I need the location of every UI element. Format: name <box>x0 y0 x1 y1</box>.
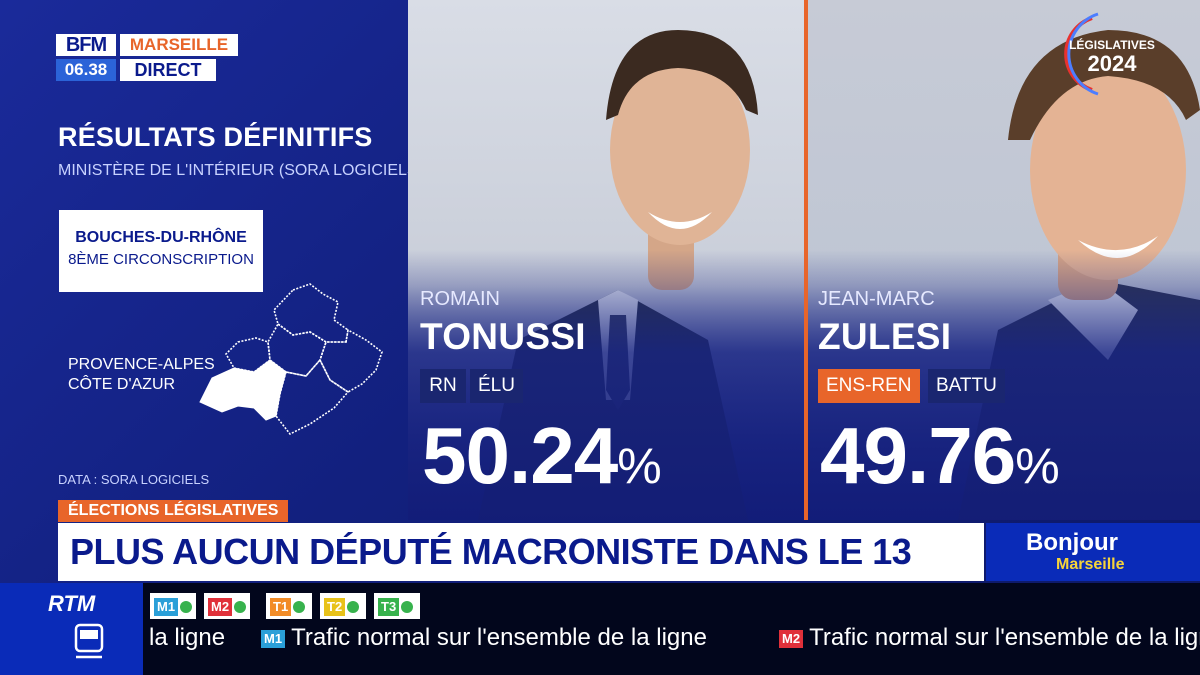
ticker-line-tag: M2 <box>779 629 804 648</box>
show-title: Bonjour <box>1026 529 1118 556</box>
channel-city: MARSEILLE <box>120 34 238 56</box>
candidate-divider <box>804 0 808 520</box>
percent-value: 49.76 <box>820 411 1016 500</box>
party-badge: ENS-REN <box>818 369 920 403</box>
ticker-line-tag: M1 <box>261 629 286 648</box>
status-ok-icon <box>293 601 306 614</box>
candidate-last-name: ZULESI <box>818 316 952 357</box>
status-badge: BATTU <box>928 369 1005 403</box>
status-badge: ÉLU <box>470 369 523 403</box>
status-ok-icon <box>347 601 360 614</box>
status-ok-icon <box>180 601 193 614</box>
party-badge: RN <box>420 369 466 403</box>
percent-value: 50.24 <box>422 411 618 500</box>
line-code: M2 <box>208 598 233 616</box>
headline: PLUS AUCUN DÉPUTÉ MACRONISTE DANS LE 13 <box>70 531 912 572</box>
headline-bar: PLUS AUCUN DÉPUTÉ MACRONISTE DANS LE 13 <box>58 523 984 581</box>
candidate-card-1: ROMAIN TONUSSI RN ÉLU 50.24% <box>408 0 804 520</box>
traffic-ticker: la ligne M1 Trafic normal sur l'ensemble … <box>143 620 1200 656</box>
line-code: T2 <box>324 598 346 616</box>
region-line-1: PROVENCE-ALPES <box>68 356 215 373</box>
percent-sign: % <box>1015 438 1059 494</box>
line-badge-t2: T2 <box>320 593 366 619</box>
tram-icon <box>74 623 104 659</box>
badge-ring-icon <box>1064 12 1099 96</box>
results-panel: BFM MARSEILLE 06.38 DIRECT RÉSULTATS DÉF… <box>0 0 423 520</box>
candidate-percent: 49.76% <box>820 410 1060 502</box>
elections-badge: LÉGISLATIVES 2024 <box>1052 8 1172 98</box>
badge-year: 2024 <box>1087 51 1137 76</box>
candidate-first-name: JEAN-MARC <box>818 288 935 310</box>
ticker-item: M2 Trafic normal sur l'ensemble de la lig… <box>779 620 1200 656</box>
ticker-fragment: la ligne <box>149 624 226 651</box>
status-ok-icon <box>234 601 247 614</box>
line-code: T3 <box>378 598 400 616</box>
region-label: PROVENCE-ALPES CÔTE D'AZUR <box>68 355 215 395</box>
line-badge-t1: T1 <box>266 593 312 619</box>
candidate-first-name: ROMAIN <box>420 288 500 310</box>
rtm-panel: RTM <box>0 583 143 675</box>
region-line-2: CÔTE D'AZUR <box>68 376 176 393</box>
map-dept-bouches-du-rhone <box>199 359 287 421</box>
show-logo: Bonjour Marseille <box>986 523 1200 581</box>
channel-logo: BFM <box>56 34 116 56</box>
category-label: ÉLECTIONS LÉGISLATIVES <box>58 500 289 522</box>
results-title: RÉSULTATS DÉFINITIFS <box>58 122 373 152</box>
data-credit: DATA : SORA LOGICIELS <box>58 472 210 487</box>
line-badge-m2: M2 <box>204 593 250 619</box>
ticker-item: M1 Trafic normal sur l'ensemble de la lig… <box>261 620 707 656</box>
department-name: BOUCHES-DU-RHÔNE <box>75 229 247 246</box>
map-dept-alpes-maritimes <box>319 328 383 393</box>
percent-sign: % <box>617 438 661 494</box>
ticker-text: Trafic normal sur l'ensemble de la ligne <box>291 624 707 651</box>
candidate-percent: 50.24% <box>422 410 662 502</box>
map-dept-hautes-alpes <box>273 283 349 343</box>
transport-ticker-area <box>0 583 1200 675</box>
status-ok-icon <box>401 601 414 614</box>
ticker-text: Trafic normal sur l'ensemble de la ligne <box>809 624 1200 651</box>
clock: 06.38 <box>56 59 116 81</box>
rtm-logo: RTM <box>48 591 96 616</box>
constituency-name: 8ÈME CIRCONSCRIPTION <box>68 251 254 268</box>
line-code: T1 <box>270 598 292 616</box>
live-badge: DIRECT <box>120 59 216 81</box>
candidate-last-name: TONUSSI <box>420 316 586 357</box>
badge-label: LÉGISLATIVES <box>1069 38 1155 52</box>
region-map <box>199 283 383 436</box>
line-badge-m1: M1 <box>150 593 196 619</box>
results-source: MINISTÈRE DE L'INTÉRIEUR (SORA LOGICIELS… <box>58 162 423 179</box>
line-code: M1 <box>154 598 179 616</box>
line-badge-t3: T3 <box>374 593 420 619</box>
map-dept-var <box>275 358 350 436</box>
candidate-card-2: JEAN-MARC ZULESI ENS-REN BATTU 49.76% <box>808 0 1200 520</box>
constituency-box: BOUCHES-DU-RHÔNE 8ÈME CIRCONSCRIPTION <box>59 210 263 292</box>
show-subtitle: Marseille <box>1056 556 1125 573</box>
map-dept-vaucluse <box>225 337 271 373</box>
